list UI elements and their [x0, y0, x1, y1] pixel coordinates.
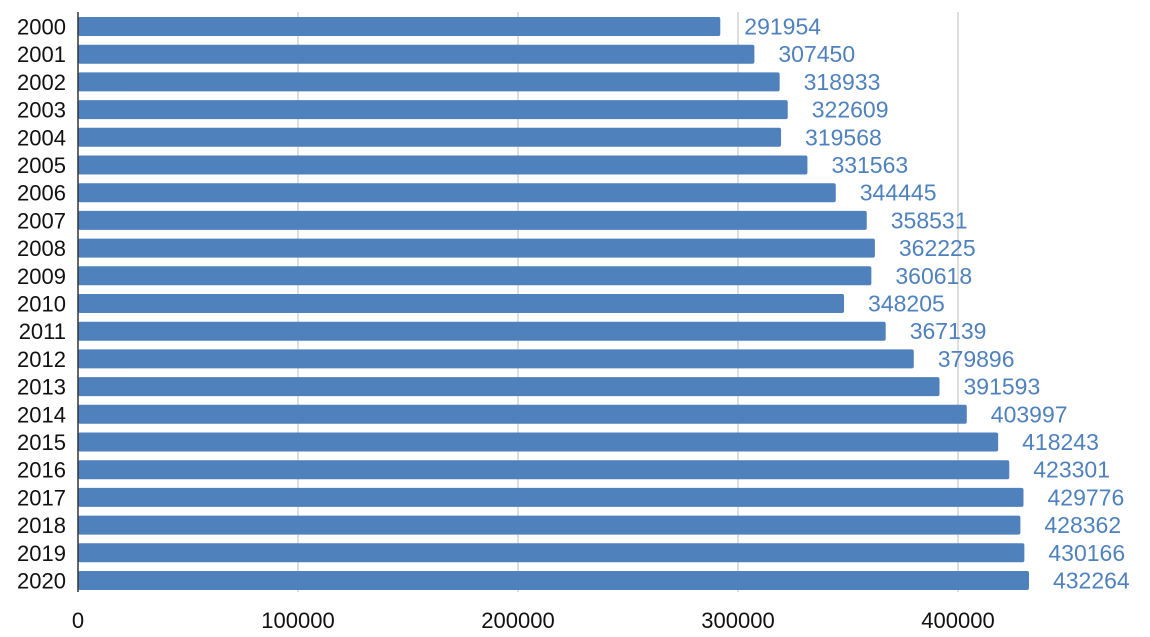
data-label-2004: 319568 — [805, 124, 882, 150]
category-label-2005: 2005 — [17, 153, 66, 178]
data-label-2011: 367139 — [910, 318, 987, 344]
category-label-2004: 2004 — [17, 125, 66, 150]
bar-2000 — [78, 17, 721, 36]
data-label-2005: 331563 — [831, 152, 908, 178]
category-label-2013: 2013 — [17, 375, 66, 400]
bar-2020 — [78, 571, 1029, 590]
bar-2011 — [78, 321, 886, 341]
data-label-2018: 428362 — [1044, 512, 1121, 538]
data-label-2012: 379896 — [938, 346, 1015, 372]
bar-2007 — [78, 210, 867, 230]
bar-2017 — [78, 487, 1024, 507]
bar-2009 — [78, 266, 872, 286]
data-label-2006: 344445 — [860, 180, 937, 206]
bar-2019 — [78, 543, 1025, 563]
data-label-2020: 432264 — [1053, 568, 1130, 594]
bar-2012 — [78, 349, 914, 369]
category-label-2008: 2008 — [17, 236, 66, 261]
category-label-2014: 2014 — [17, 402, 66, 427]
data-label-2000: 291954 — [744, 14, 821, 40]
data-label-2008: 362225 — [899, 235, 976, 261]
category-label-2003: 2003 — [17, 98, 66, 123]
bar-2014 — [78, 404, 967, 424]
category-label-2020: 2020 — [17, 569, 66, 594]
bar-2003 — [78, 100, 788, 120]
bars — [78, 17, 1029, 590]
data-label-2014: 403997 — [991, 401, 1068, 427]
bar-2016 — [78, 460, 1010, 480]
category-label-2012: 2012 — [17, 347, 66, 372]
bar-2010 — [78, 294, 845, 313]
category-label-2002: 2002 — [17, 70, 66, 95]
data-labels: 2919543074503189333226093195683315633444… — [744, 14, 1130, 594]
data-label-2017: 429776 — [1048, 484, 1125, 510]
bar-2013 — [78, 377, 940, 397]
bar-2008 — [78, 238, 875, 258]
category-label-2011: 2011 — [19, 319, 66, 344]
data-label-2003: 322609 — [812, 97, 889, 123]
data-label-2016: 423301 — [1033, 457, 1110, 483]
data-label-2019: 430166 — [1048, 540, 1125, 566]
category-label-2015: 2015 — [17, 430, 66, 455]
data-label-2010: 348205 — [868, 291, 945, 317]
category-label-2010: 2010 — [17, 292, 66, 317]
bar-2002 — [78, 72, 780, 92]
bar-2001 — [78, 44, 755, 64]
x-tick-label-3: 300000 — [701, 608, 774, 633]
category-label-2018: 2018 — [17, 513, 66, 538]
bar-2015 — [78, 432, 999, 452]
category-label-2009: 2009 — [17, 264, 66, 289]
data-label-2002: 318933 — [804, 69, 881, 95]
category-label-2001: 2001 — [17, 42, 66, 67]
category-label-2006: 2006 — [17, 181, 66, 206]
x-tick-labels: 0 100000 200000 300000 400000 — [72, 608, 995, 633]
category-label-2019: 2019 — [17, 541, 66, 566]
bar-2018 — [78, 515, 1021, 535]
data-label-2007: 358531 — [891, 207, 968, 233]
category-label-2016: 2016 — [17, 458, 66, 483]
category-label-2017: 2017 — [17, 485, 66, 510]
data-label-2015: 418243 — [1022, 429, 1099, 455]
x-tick-label-2: 200000 — [481, 608, 554, 633]
x-tick-label-1: 100000 — [261, 608, 334, 633]
category-label-2000: 2000 — [17, 15, 66, 40]
bar-2006 — [78, 183, 836, 203]
x-tick-label-0: 0 — [72, 608, 84, 633]
category-label-2007: 2007 — [17, 208, 66, 233]
data-label-2009: 360618 — [895, 263, 972, 289]
data-label-2013: 391593 — [964, 374, 1041, 400]
x-tick-label-4: 400000 — [921, 608, 994, 633]
data-label-2001: 307450 — [778, 41, 855, 67]
bar-2005 — [78, 155, 808, 175]
bar-2004 — [78, 127, 782, 147]
